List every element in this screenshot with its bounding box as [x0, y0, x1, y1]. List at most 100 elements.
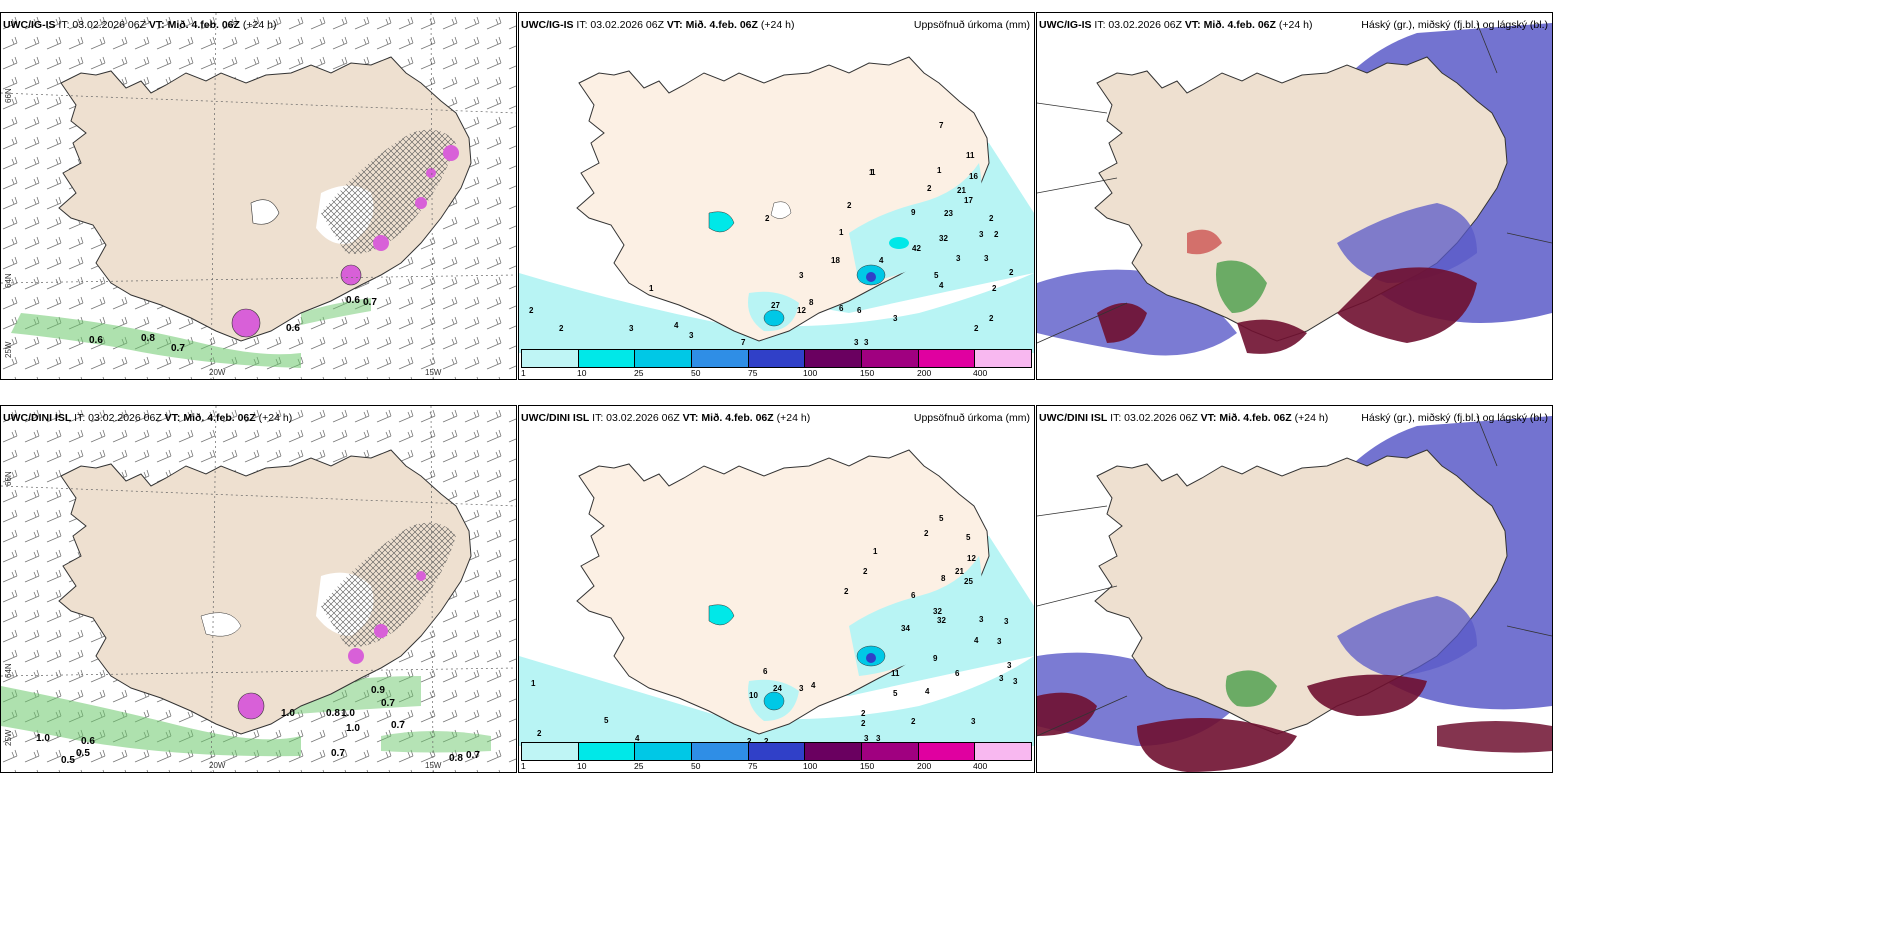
wind-value: 0.9 — [371, 685, 385, 696]
precip-value: 3 — [629, 324, 634, 333]
colorbar-swatch — [522, 743, 579, 760]
precip-value: 3 — [997, 637, 1002, 646]
wind-value: 0.7 — [171, 343, 185, 354]
precip-value: 4 — [635, 734, 640, 743]
precip-value: 2 — [559, 324, 564, 333]
wind-value: 0.8 — [141, 333, 155, 344]
precip-value: 3 — [956, 254, 961, 263]
colorbar-swatch — [975, 743, 1032, 760]
wind-value: 0.7 — [381, 698, 395, 709]
panel-header: UWC/IG-IS IT: 03.02.2026 06Z VT: Mið. 4.… — [1039, 19, 1313, 31]
precip-value: 2 — [989, 314, 994, 323]
precip-value: 2 — [1009, 268, 1014, 277]
precip-value: 3 — [893, 314, 898, 323]
wind-value: 1.0 — [346, 723, 360, 734]
precip-value: 9 — [933, 654, 938, 663]
precip-value: 2 — [537, 729, 542, 738]
precip-value: 18 — [831, 256, 840, 265]
precip-value: 4 — [879, 256, 884, 265]
colorbar-label: 200 — [917, 368, 932, 378]
precip-value: 42 — [912, 244, 921, 253]
panel-wind-ig: 0.6 0.8 0.6 0.7 0.6 0.7 UWC/IG-IS IT: 03… — [0, 12, 517, 380]
precip-value: 3 — [799, 684, 804, 693]
colorbar-swatch — [692, 350, 749, 367]
precip-value: 3 — [979, 615, 984, 624]
lon-tick: 20W — [209, 761, 226, 770]
wind-value: 0.6 — [81, 736, 95, 747]
precip-value: 3 — [984, 254, 989, 263]
precip-value: 5 — [934, 271, 939, 280]
precip-value: 3 — [799, 271, 804, 280]
precip-value: 3 — [864, 734, 869, 743]
colorbar-swatch — [862, 743, 919, 760]
colorbar-swatch — [862, 350, 919, 367]
wind-value: 0.7 — [331, 748, 345, 759]
precip-value: 5 — [966, 533, 971, 542]
colorbar-swatch — [918, 743, 976, 760]
precip-value: 11 — [891, 669, 900, 678]
colorbar: 1 10 25 50 75 100 150 200 400 — [519, 738, 1034, 772]
map-precip-dini: 5 2 5 12 21 25 8 6 32 32 34 11 1 2 2 3 3… — [519, 406, 1034, 772]
panel-wind-dini: 0.5 0.9 1.0 0.8 1.0 0.7 1.0 0.6 0.7 0.5 … — [0, 405, 517, 773]
precip-value: 12 — [967, 554, 976, 563]
colorbar-label: 150 — [860, 761, 875, 771]
precip-value: 5 — [939, 514, 944, 523]
colorbar-label: 75 — [748, 368, 758, 378]
precip-value: 32 — [939, 234, 948, 243]
cloud-title: Háský (gr.), miðský (fj.bl.) og lágský (… — [1361, 19, 1548, 31]
precip-value: 2 — [992, 284, 997, 293]
precip-value: 17 — [964, 196, 973, 205]
colorbar-label: 200 — [917, 761, 932, 771]
colorbar-swatch — [918, 350, 976, 367]
precip-value: 2 — [861, 709, 866, 718]
precip-value: 4 — [674, 321, 679, 330]
wind-value: 1.0 — [36, 733, 50, 744]
precip-value: 1 — [531, 679, 536, 688]
precip-value: 3 — [971, 717, 976, 726]
precip-value: 4 — [811, 681, 816, 690]
precip-value: 3 — [689, 331, 694, 340]
precip-value: 2 — [847, 201, 852, 210]
map-wind-ig: 0.6 0.8 0.6 0.7 0.6 0.7 — [1, 13, 516, 379]
precip-value: 1 — [839, 228, 844, 237]
colorbar: 1 10 25 50 75 100 150 200 400 — [519, 345, 1034, 379]
precip-value: 27 — [771, 301, 780, 310]
wind-value: 1.0 — [281, 708, 295, 719]
colorbar-swatch — [635, 350, 693, 367]
colorbar-label: 400 — [973, 761, 988, 771]
precip-value: 1 — [869, 168, 874, 177]
colorbar-label: 10 — [577, 368, 587, 378]
colorbar-label: 75 — [748, 761, 758, 771]
colorbar-label: 50 — [691, 368, 701, 378]
precip-value: 32 — [933, 607, 942, 616]
colorbar-label: 25 — [634, 368, 644, 378]
precip-value: 9 — [911, 208, 916, 217]
colorbar-label: 400 — [973, 368, 988, 378]
panel-cloud-ig: UWC/IG-IS IT: 03.02.2026 06Z VT: Mið. 4.… — [1036, 12, 1553, 380]
panel-header: UWC/IG-IS IT: 03.02.2026 06Z VT: Mið. 4.… — [521, 19, 795, 31]
colorbar-label: 150 — [860, 368, 875, 378]
wind-value: 0.7 — [391, 720, 405, 731]
wind-value: 0.8 — [326, 708, 340, 719]
precip-value: 8 — [809, 298, 814, 307]
precip-value: 3 — [1004, 617, 1009, 626]
precip-value: 3 — [876, 734, 881, 743]
precip-value: 2 — [911, 717, 916, 726]
panel-header: UWC/DINI ISL IT: 03.02.2026 06Z VT: Mið.… — [3, 412, 293, 424]
map-cloud-dini — [1037, 406, 1552, 772]
lat-tick: 64N — [4, 663, 13, 678]
precip-value: 1 — [649, 284, 654, 293]
precip-value: 23 — [944, 209, 953, 218]
precip-value: 6 — [857, 306, 862, 315]
precip-value: 4 — [974, 636, 979, 645]
precip-value: 2 — [529, 306, 534, 315]
precip-value: 2 — [861, 719, 866, 728]
colorbar-label: 100 — [803, 761, 818, 771]
colorbar-swatch — [635, 743, 693, 760]
precip-value: 10 — [749, 691, 758, 700]
lon-tick: 20W — [209, 368, 226, 377]
precip-values: 5 2 5 12 21 25 8 6 32 32 34 11 1 2 2 3 3… — [531, 514, 1018, 746]
map-cloud-ig — [1037, 13, 1552, 379]
map-wind-dini: 0.5 0.9 1.0 0.8 1.0 0.7 1.0 0.6 0.7 0.5 … — [1, 406, 516, 772]
precip-value: 2 — [764, 737, 769, 746]
